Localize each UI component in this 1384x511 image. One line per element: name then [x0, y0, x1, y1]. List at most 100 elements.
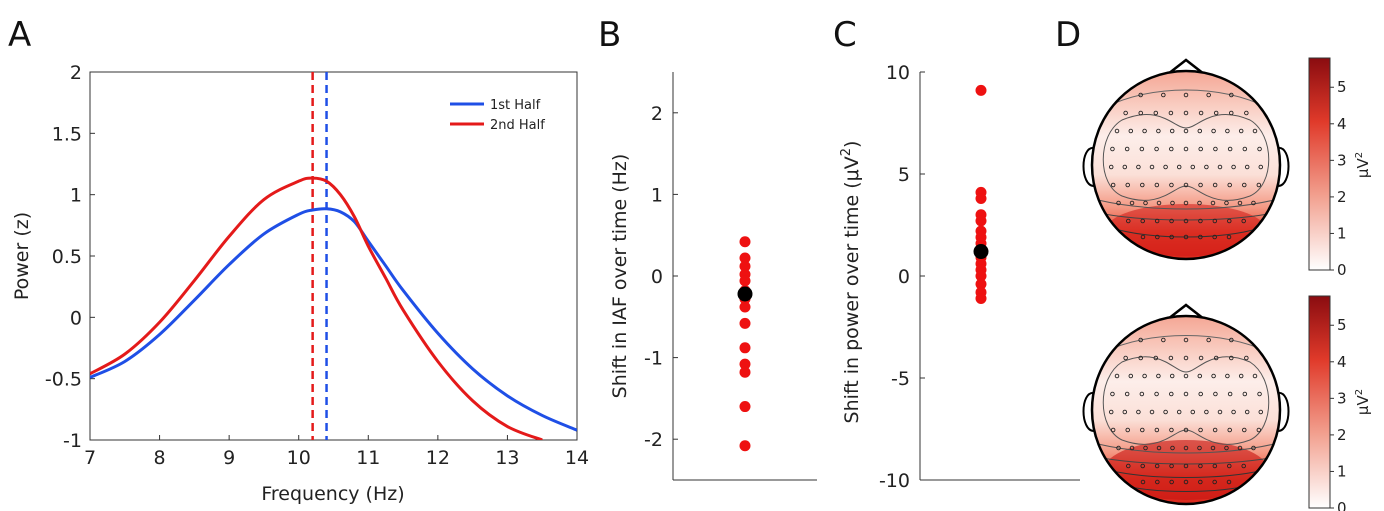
electrode	[1198, 110, 1204, 116]
electrode	[1227, 427, 1232, 433]
x-tick-label: 10	[287, 447, 311, 469]
colorbar-bottom: 0 1 2 3 4 5 μV2	[1308, 295, 1372, 511]
electrode	[1183, 200, 1189, 206]
electrode	[1140, 234, 1146, 240]
series-line-1	[90, 207, 577, 432]
legend-label-1st-half: 1st Half	[490, 98, 541, 113]
electrode	[1183, 337, 1189, 343]
electrode	[1213, 110, 1219, 116]
electrode	[1242, 146, 1248, 152]
electrode	[1161, 92, 1166, 98]
electrode	[1110, 391, 1115, 397]
electrode	[1153, 355, 1159, 361]
electrode	[1226, 234, 1232, 240]
electrode	[1143, 445, 1148, 451]
electrode	[1163, 409, 1168, 415]
electrode	[1142, 128, 1147, 134]
data-point	[739, 301, 751, 313]
electrode	[1110, 182, 1116, 188]
data-point	[975, 278, 987, 290]
y-tick-label: -0.5	[45, 369, 82, 391]
electrode	[1204, 164, 1209, 170]
electrode	[1224, 445, 1229, 451]
electrode	[1198, 234, 1203, 240]
electrode	[1197, 445, 1202, 451]
electrode	[1241, 463, 1246, 469]
panel-label-c: C	[833, 15, 857, 55]
electrode	[1149, 409, 1155, 415]
electrode	[1238, 373, 1244, 379]
colorbar-tick-label: 2	[1337, 188, 1347, 206]
electrode	[1251, 200, 1256, 206]
colorbar-tick-label: 5	[1337, 316, 1347, 334]
panel-label-b: B	[598, 15, 621, 55]
electrode	[1126, 463, 1131, 469]
electrode	[1153, 110, 1159, 116]
y-tick-label: -1	[63, 430, 82, 452]
electrode	[1125, 182, 1130, 188]
electrode	[1242, 391, 1248, 397]
panel-c-ylabel: Shift in power over time (μV2)	[839, 141, 863, 424]
electrode	[1156, 373, 1161, 379]
electrode	[1256, 182, 1262, 188]
electrode	[1227, 391, 1233, 397]
electrode	[1140, 427, 1145, 433]
data-point	[739, 252, 751, 264]
electrode	[1183, 355, 1189, 361]
data-point	[739, 236, 751, 248]
electrode	[1143, 200, 1148, 206]
x-tick-label: 7	[84, 447, 96, 469]
y-tick-label: 10	[886, 62, 910, 84]
electrode	[1198, 391, 1203, 397]
data-point	[739, 401, 751, 413]
electrode	[1190, 409, 1196, 415]
y-tick-label: 1.5	[52, 123, 82, 145]
data-point	[739, 275, 751, 287]
electrode	[1237, 200, 1243, 206]
panel-c-ylabel-end: )	[841, 141, 863, 148]
data-point	[975, 270, 987, 282]
x-tick-label: 9	[223, 447, 235, 469]
electrode	[1155, 479, 1160, 485]
colorbar-tick-label: 3	[1337, 389, 1347, 407]
electrode	[1139, 146, 1145, 152]
electrode	[1258, 164, 1264, 170]
electrode	[1156, 128, 1161, 134]
panel-b-scatter: -2 -1 0 1 2 Shift in IAF over time (Hz)	[609, 72, 817, 481]
panel-a-xlabel: Frequency (Hz)	[261, 483, 404, 505]
y-tick-label: -10	[879, 470, 910, 492]
y-tick-label: -1	[644, 348, 663, 370]
electrode	[1154, 427, 1160, 433]
electrode	[1116, 200, 1121, 206]
panel-a-series	[90, 176, 577, 440]
panel-label-d: D	[1055, 15, 1081, 55]
electrode	[1252, 373, 1258, 379]
data-point	[739, 260, 751, 272]
electrode	[1108, 164, 1114, 170]
colorbar-tick-label: 4	[1337, 115, 1347, 133]
electrode	[1169, 128, 1175, 134]
x-tick-label: 8	[154, 447, 166, 469]
electrode	[1124, 391, 1130, 397]
electrode	[1183, 463, 1189, 469]
panel-a-legend: 1st Half 2nd Half	[450, 98, 545, 133]
electrode	[1122, 164, 1128, 170]
electrode	[1212, 463, 1218, 469]
electrode	[1154, 182, 1160, 188]
electrode	[1183, 373, 1189, 379]
electrode	[1211, 128, 1216, 134]
electrode	[1241, 218, 1246, 224]
electrode	[1229, 337, 1234, 343]
electrode	[1183, 128, 1189, 134]
nose-icon	[1167, 303, 1205, 320]
electrode	[1244, 355, 1249, 361]
electrode	[1170, 445, 1175, 451]
mean-point	[737, 286, 753, 302]
electrode	[1212, 479, 1217, 485]
colorbar-tick-label: 0	[1337, 261, 1347, 279]
x-tick-label: 12	[426, 447, 450, 469]
electrode	[1252, 128, 1258, 134]
colorbar-tick-label: 1	[1337, 462, 1347, 480]
electrode	[1251, 445, 1256, 451]
electrode	[1156, 445, 1162, 451]
